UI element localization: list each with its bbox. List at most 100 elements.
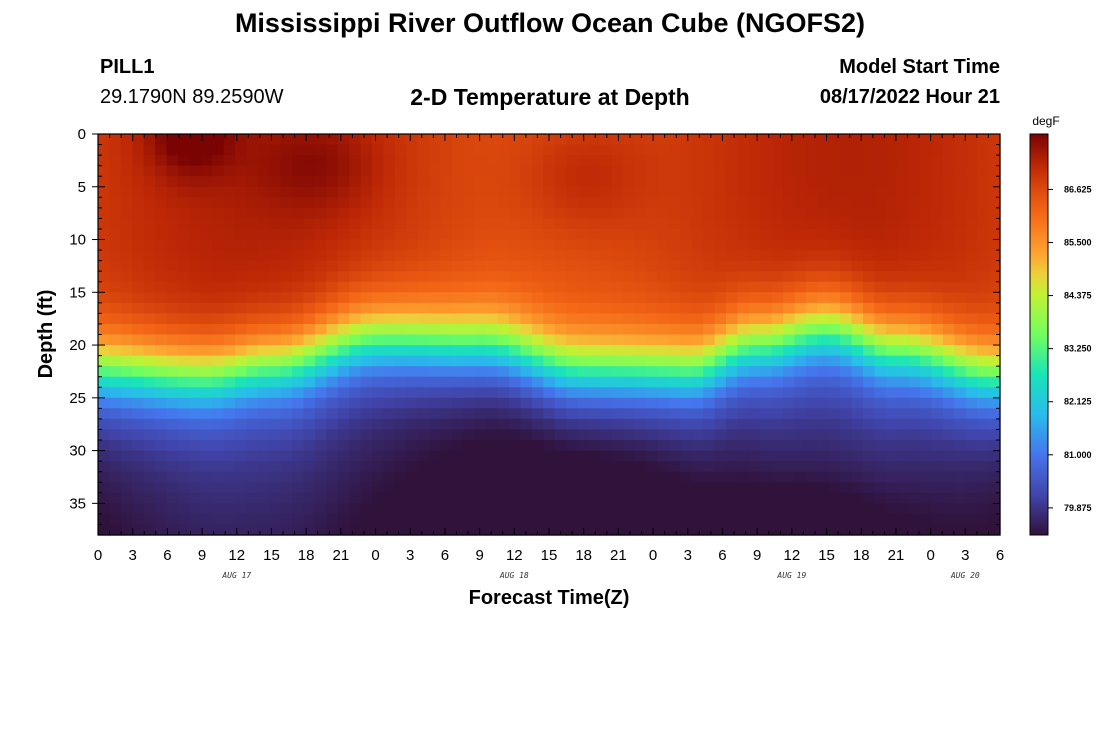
- heatmap-cell: [463, 355, 476, 367]
- heatmap-cell: [783, 366, 796, 378]
- heatmap-cell: [828, 366, 841, 378]
- heatmap-cell: [954, 429, 967, 441]
- heatmap-cell: [828, 492, 841, 504]
- heatmap-cell: [463, 281, 476, 293]
- heatmap-cell: [965, 228, 978, 241]
- heatmap-cell: [611, 387, 624, 399]
- heatmap-cell: [714, 271, 727, 283]
- heatmap-cell: [577, 186, 590, 198]
- heatmap-cell: [566, 408, 579, 420]
- heatmap-cell: [988, 418, 1001, 431]
- heatmap-cell: [166, 302, 179, 314]
- heatmap-cell: [931, 250, 944, 262]
- heatmap-cell: [817, 250, 830, 262]
- heatmap-cell: [851, 250, 864, 262]
- heatmap-cell: [497, 176, 510, 188]
- heatmap-cell: [874, 345, 887, 357]
- heatmap-cell: [474, 429, 487, 441]
- heatmap-cell: [611, 355, 624, 367]
- heatmap-cell: [326, 207, 339, 220]
- heatmap-cell: [486, 313, 499, 325]
- heatmap-cell: [737, 281, 750, 293]
- heatmap-cell: [406, 387, 419, 399]
- heatmap-cell: [760, 313, 773, 325]
- heatmap-cell: [303, 440, 316, 452]
- heatmap-cell: [98, 144, 111, 156]
- heatmap-cell: [737, 218, 750, 230]
- heatmap-cell: [988, 334, 1001, 346]
- heatmap-cell: [429, 144, 442, 156]
- heatmap-cell: [862, 218, 876, 230]
- heatmap-cell: [691, 492, 704, 504]
- heatmap-cell: [132, 165, 145, 177]
- heatmap-cell: [931, 492, 944, 504]
- heatmap-cell: [177, 376, 190, 388]
- heatmap-cell: [851, 165, 864, 177]
- colorbar-unit: degF: [1032, 114, 1059, 128]
- heatmap-cell: [292, 503, 305, 515]
- heatmap-cell: [372, 524, 385, 536]
- heatmap-cell: [623, 228, 636, 241]
- heatmap-cell: [657, 440, 670, 452]
- heatmap-cell: [691, 207, 704, 220]
- heatmap-cell: [235, 387, 248, 399]
- heatmap-cell: [862, 503, 876, 515]
- heatmap-cell: [760, 355, 773, 367]
- heatmap-cell: [177, 387, 190, 399]
- heatmap-cell: [554, 334, 567, 346]
- heatmap-cell: [383, 418, 396, 431]
- heatmap-cell: [189, 461, 202, 473]
- heatmap-cell: [931, 218, 944, 230]
- heatmap-cell: [269, 450, 282, 462]
- heatmap-cell: [349, 165, 362, 177]
- heatmap-cell: [109, 471, 122, 483]
- heatmap-cell: [223, 176, 236, 188]
- heatmap-cell: [269, 524, 282, 536]
- heatmap-cell: [451, 186, 464, 198]
- y-tick-label: 35: [69, 495, 86, 512]
- heatmap-cell: [257, 207, 270, 220]
- heatmap-cell: [554, 355, 567, 367]
- heatmap-cell: [600, 144, 613, 156]
- heatmap-cell: [246, 345, 259, 357]
- heatmap-cell: [303, 513, 316, 526]
- heatmap-cell: [691, 144, 704, 156]
- heatmap-cell: [931, 366, 944, 378]
- heatmap-cell: [246, 239, 259, 251]
- heatmap-cell: [109, 387, 122, 399]
- heatmap-cell: [965, 408, 978, 420]
- heatmap-cell: [851, 144, 864, 156]
- heatmap-cell: [292, 250, 305, 262]
- heatmap-cell: [235, 503, 248, 515]
- heatmap-cell: [406, 323, 419, 336]
- heatmap-cell: [120, 503, 133, 515]
- heatmap-cell: [805, 144, 818, 156]
- heatmap-cell: [908, 355, 921, 367]
- heatmap-cell: [600, 250, 613, 262]
- colorbar-ticks: 86.62585.50084.37583.25082.12581.00079.8…: [1048, 184, 1092, 513]
- heatmap-cell: [189, 323, 202, 336]
- heatmap-cell: [372, 165, 385, 177]
- heatmap-cell: [486, 207, 499, 220]
- heatmap-cell: [725, 387, 738, 399]
- heatmap-cell: [897, 440, 910, 452]
- heatmap-cell: [668, 461, 681, 473]
- heatmap-cell: [451, 250, 464, 262]
- heatmap-cell: [406, 155, 419, 167]
- heatmap-cell: [657, 228, 670, 241]
- heatmap-cell: [657, 260, 670, 272]
- heatmap-cell: [223, 471, 236, 483]
- heatmap-cell: [383, 260, 396, 272]
- heatmap-cell: [874, 218, 887, 230]
- heatmap-cell: [120, 366, 133, 378]
- heatmap-cell: [623, 218, 636, 230]
- heatmap-cell: [760, 281, 773, 293]
- heatmap-cell: [223, 461, 236, 473]
- heatmap-cell: [474, 176, 487, 188]
- heatmap-cell: [668, 408, 681, 420]
- heatmap-cell: [372, 292, 385, 304]
- y-tick-label: 5: [78, 179, 86, 196]
- heatmap-cell: [714, 524, 727, 536]
- heatmap-cell: [486, 524, 499, 536]
- heatmap-cell: [531, 492, 544, 504]
